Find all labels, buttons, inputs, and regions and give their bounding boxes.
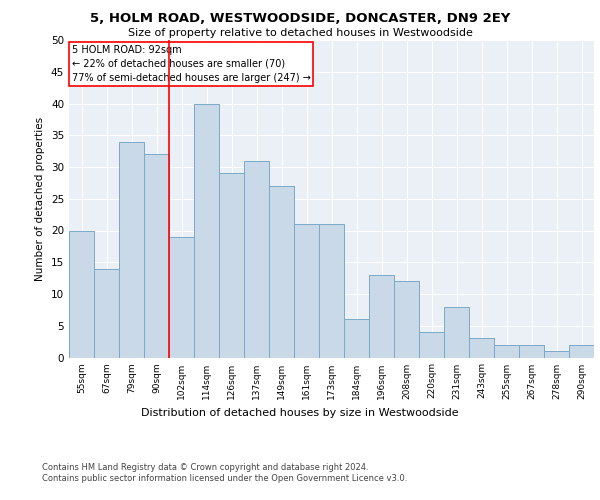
Bar: [194, 104, 219, 358]
Text: 5, HOLM ROAD, WESTWOODSIDE, DONCASTER, DN9 2EY: 5, HOLM ROAD, WESTWOODSIDE, DONCASTER, D…: [90, 12, 510, 26]
Bar: [369, 275, 394, 357]
Bar: [544, 351, 569, 358]
Bar: [419, 332, 444, 357]
Text: 5 HOLM ROAD: 92sqm
← 22% of detached houses are smaller (70)
77% of semi-detache: 5 HOLM ROAD: 92sqm ← 22% of detached hou…: [71, 45, 311, 83]
Text: Size of property relative to detached houses in Westwoodside: Size of property relative to detached ho…: [128, 28, 472, 38]
Bar: [269, 186, 294, 358]
Bar: [119, 142, 144, 358]
Bar: [394, 282, 419, 358]
Bar: [569, 345, 594, 358]
Bar: [144, 154, 169, 358]
Bar: [519, 345, 544, 358]
Bar: [244, 160, 269, 358]
Text: Contains HM Land Registry data © Crown copyright and database right 2024.: Contains HM Land Registry data © Crown c…: [42, 462, 368, 471]
Text: Distribution of detached houses by size in Westwoodside: Distribution of detached houses by size …: [141, 408, 459, 418]
Text: Contains public sector information licensed under the Open Government Licence v3: Contains public sector information licen…: [42, 474, 407, 483]
Y-axis label: Number of detached properties: Number of detached properties: [35, 116, 46, 281]
Bar: [444, 306, 469, 358]
Bar: [219, 174, 244, 358]
Bar: [94, 268, 119, 358]
Bar: [469, 338, 494, 357]
Bar: [69, 230, 94, 358]
Bar: [294, 224, 319, 358]
Bar: [319, 224, 344, 358]
Bar: [344, 320, 369, 358]
Bar: [494, 345, 519, 358]
Bar: [169, 237, 194, 358]
